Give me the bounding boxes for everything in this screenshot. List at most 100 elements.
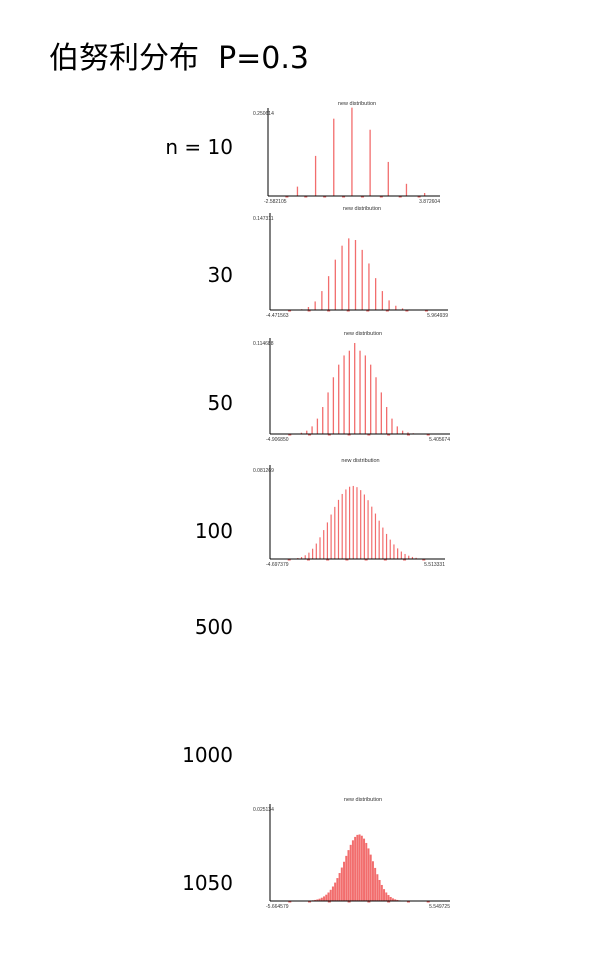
bar bbox=[356, 487, 358, 559]
bar bbox=[415, 557, 417, 559]
chart-title: new distribution bbox=[344, 797, 382, 803]
bar bbox=[349, 844, 352, 901]
bar bbox=[378, 520, 380, 559]
x-max-label: 5.549725 bbox=[429, 904, 450, 910]
distribution-chart-n1050: new distribution 0.025134 -5.664579 5.54972… bbox=[253, 797, 450, 910]
bar bbox=[370, 364, 372, 434]
bar bbox=[360, 835, 363, 901]
distribution-chart-n50: new distribution 0.114688 -4.906850 5.40567… bbox=[253, 331, 450, 443]
bar bbox=[331, 886, 334, 901]
bar bbox=[401, 308, 404, 310]
bar bbox=[354, 836, 357, 901]
bar bbox=[330, 514, 332, 559]
bar bbox=[423, 193, 426, 196]
bar bbox=[296, 186, 299, 196]
y-max-label: 0.025134 bbox=[253, 807, 274, 813]
bar bbox=[374, 513, 377, 559]
bar bbox=[371, 861, 374, 901]
bar bbox=[329, 889, 332, 901]
bar bbox=[376, 874, 379, 901]
bar bbox=[323, 896, 326, 901]
chart-title: new distribution bbox=[341, 458, 379, 464]
n-label-30: 30 bbox=[207, 263, 233, 287]
bar bbox=[368, 263, 370, 310]
bar bbox=[358, 834, 361, 901]
bar bbox=[371, 506, 373, 559]
bar bbox=[304, 555, 306, 559]
distribution-chart-n100: new distribution 0.081269 -4.697379 5.51333… bbox=[253, 458, 445, 568]
x-min-label: -4.906850 bbox=[266, 437, 289, 443]
bar bbox=[360, 490, 362, 559]
bar bbox=[363, 838, 366, 901]
chart-title: new distribution bbox=[344, 331, 382, 337]
bar bbox=[396, 426, 398, 434]
bar bbox=[389, 539, 391, 559]
bar bbox=[367, 848, 370, 901]
bar bbox=[326, 522, 329, 559]
bar bbox=[332, 377, 335, 434]
bar bbox=[381, 291, 384, 310]
bar bbox=[336, 878, 339, 901]
bar bbox=[395, 305, 397, 310]
bar bbox=[367, 500, 369, 559]
n-label-1050: 1050 bbox=[182, 871, 233, 895]
bar bbox=[354, 239, 357, 310]
n-label-1000: 1000 bbox=[182, 743, 233, 767]
bar bbox=[345, 489, 347, 559]
page-title: 伯努利分布 P=0.3 bbox=[49, 41, 310, 76]
x-min-label: -5.664579 bbox=[266, 904, 289, 910]
bar bbox=[388, 300, 390, 310]
bar bbox=[345, 855, 348, 901]
bar bbox=[318, 898, 321, 901]
y-max-label: 0.081269 bbox=[253, 468, 274, 474]
bar bbox=[369, 854, 372, 901]
distribution-chart-n10: new distribution 0.250614 -2.582105 3.87260… bbox=[253, 101, 440, 205]
bar bbox=[334, 259, 336, 310]
bar bbox=[351, 107, 353, 196]
bar bbox=[316, 899, 319, 901]
bar bbox=[380, 884, 383, 901]
bar bbox=[321, 291, 323, 310]
bar bbox=[364, 355, 366, 434]
bar bbox=[348, 238, 350, 310]
x-max-label: 5.513331 bbox=[424, 562, 445, 568]
bar bbox=[348, 350, 351, 434]
bar bbox=[401, 430, 404, 434]
bar bbox=[320, 897, 323, 901]
bar bbox=[365, 842, 368, 901]
bar bbox=[325, 894, 328, 901]
bar bbox=[338, 873, 341, 901]
bar bbox=[369, 129, 371, 196]
bar bbox=[389, 896, 392, 901]
bar bbox=[375, 377, 377, 434]
x-max-label: 5.405674 bbox=[429, 437, 450, 443]
bar bbox=[327, 276, 330, 310]
chart-title: new distribution bbox=[338, 101, 376, 107]
bar bbox=[352, 485, 354, 559]
bar bbox=[348, 486, 351, 559]
bar bbox=[300, 432, 303, 434]
bar bbox=[314, 301, 316, 310]
bar bbox=[319, 537, 321, 559]
bar bbox=[391, 898, 394, 901]
bar bbox=[380, 392, 382, 434]
n-label-50: 50 bbox=[207, 391, 233, 415]
n-label-500: 500 bbox=[194, 615, 233, 639]
bar bbox=[334, 882, 337, 901]
x-min-label: -4.697379 bbox=[266, 562, 289, 568]
bar bbox=[322, 407, 324, 434]
bar bbox=[308, 552, 310, 559]
bar bbox=[385, 533, 388, 559]
bar bbox=[351, 840, 354, 901]
x-max-label: 3.872604 bbox=[419, 199, 440, 205]
bar bbox=[341, 245, 343, 310]
x-min-label: -4.471563 bbox=[266, 313, 289, 319]
bar bbox=[382, 527, 384, 559]
bar bbox=[405, 183, 408, 196]
bar bbox=[334, 506, 336, 559]
bar bbox=[343, 861, 346, 901]
bar bbox=[385, 892, 388, 901]
bar bbox=[387, 161, 389, 196]
bar bbox=[361, 249, 363, 310]
bar bbox=[341, 493, 343, 559]
